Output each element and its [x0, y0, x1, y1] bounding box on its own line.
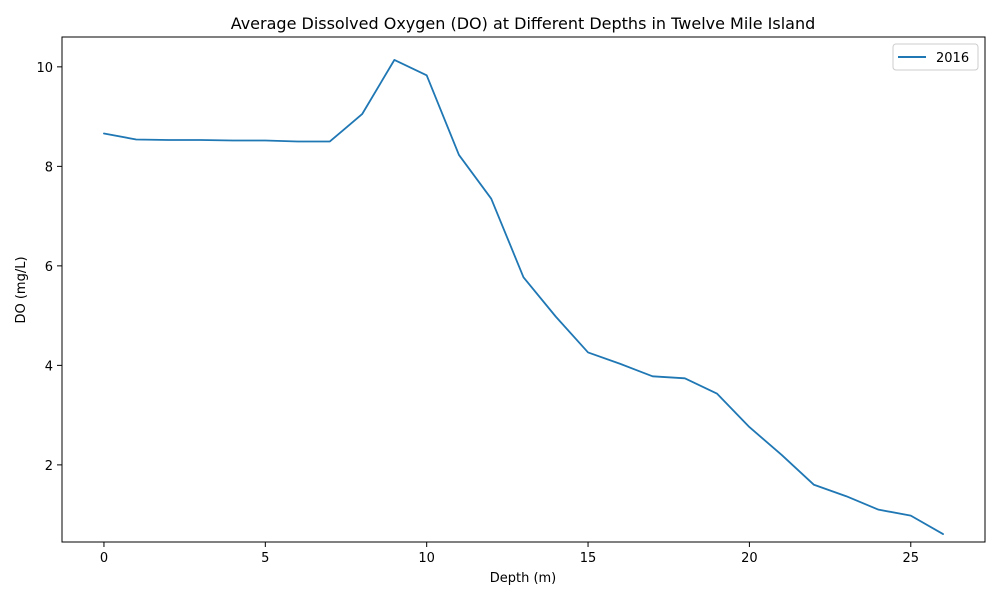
- x-tick-label: 0: [100, 551, 108, 566]
- x-tick-label: 25: [902, 551, 919, 566]
- x-tick-label: 10: [418, 551, 435, 566]
- y-axis: 2 4 6 8 10: [36, 61, 62, 474]
- y-tick-label: 10: [36, 61, 53, 76]
- x-tick-label: 20: [741, 551, 758, 566]
- legend-frame: [892, 43, 979, 71]
- legend: 2016: [892, 43, 979, 71]
- x-axis-label: Depth (m): [490, 571, 557, 586]
- series-line-2016: [103, 58, 944, 535]
- series-layer: [103, 58, 944, 535]
- y-tick-label: 6: [45, 260, 53, 275]
- x-axis: 0 5 10 15 20 25: [100, 542, 919, 566]
- plot-area: [61, 36, 986, 543]
- y-tick-label: 4: [45, 359, 53, 374]
- x-tick-label: 15: [580, 551, 597, 566]
- y-tick-label: 2: [45, 459, 53, 474]
- chart-title: Average Dissolved Oxygen (DO) at Differe…: [231, 14, 816, 33]
- x-tick-label: 5: [261, 551, 269, 566]
- y-axis-label: DO (mg/L): [14, 256, 29, 323]
- y-tick-label: 8: [45, 160, 53, 175]
- legend-label: 2016: [936, 51, 969, 66]
